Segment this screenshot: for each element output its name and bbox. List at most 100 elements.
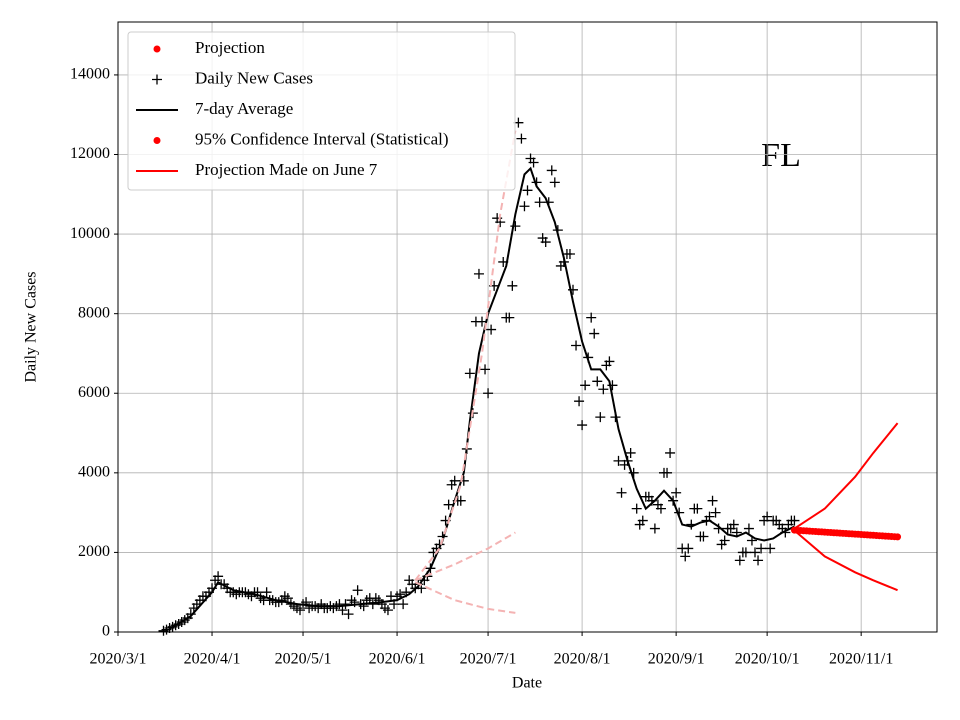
data-point bbox=[631, 503, 642, 514]
y-axis-label: Daily New Cases bbox=[23, 271, 40, 382]
data-point bbox=[395, 589, 406, 600]
data-point bbox=[616, 487, 627, 498]
data-point bbox=[516, 133, 527, 144]
data-point bbox=[486, 324, 497, 335]
x-tick-label: 2020/3/1 bbox=[90, 651, 147, 668]
x-tick-label: 2020/4/1 bbox=[184, 651, 241, 668]
data-point bbox=[595, 412, 606, 423]
data-point bbox=[549, 177, 560, 188]
y-tick-label: 14000 bbox=[70, 66, 110, 83]
plot-frame bbox=[117, 21, 938, 633]
y-tick-label: 6000 bbox=[78, 384, 110, 401]
data-point bbox=[665, 447, 676, 458]
x-axis-label: Date bbox=[512, 675, 542, 692]
legend-label: Daily New Cases bbox=[195, 68, 313, 87]
data-point bbox=[580, 380, 591, 391]
data-point bbox=[340, 599, 351, 610]
legend-marker bbox=[153, 45, 161, 53]
x-tick-label: 2020/5/1 bbox=[275, 651, 332, 668]
series-line bbox=[169, 166, 795, 630]
data-point bbox=[398, 599, 409, 610]
data-point bbox=[483, 388, 494, 399]
data-point bbox=[743, 523, 754, 534]
data-point bbox=[707, 495, 718, 506]
x-tick-label: 2020/9/1 bbox=[648, 651, 705, 668]
data-point bbox=[534, 197, 545, 208]
data-point bbox=[449, 475, 460, 486]
data-point bbox=[507, 280, 518, 291]
data-point bbox=[592, 376, 603, 387]
data-point bbox=[692, 503, 703, 514]
data-point bbox=[728, 519, 739, 530]
data-point bbox=[358, 601, 369, 612]
data-point bbox=[464, 368, 475, 379]
data-point bbox=[756, 543, 767, 554]
data-point bbox=[528, 157, 539, 168]
series-line bbox=[793, 422, 899, 530]
y-tick-label: 8000 bbox=[78, 304, 110, 321]
data-point bbox=[577, 420, 588, 431]
june-projection-line bbox=[414, 531, 516, 582]
x-tick-label: 2020/7/1 bbox=[460, 651, 517, 668]
y-tick-label: 10000 bbox=[70, 225, 110, 242]
data-point bbox=[343, 609, 354, 620]
data-point bbox=[598, 384, 609, 395]
data-point bbox=[589, 328, 600, 339]
legend-marker bbox=[153, 137, 161, 144]
x-tick-label: 2020/10/1 bbox=[735, 651, 800, 668]
data-point bbox=[540, 237, 551, 248]
data-point bbox=[213, 571, 224, 582]
data-point bbox=[613, 455, 624, 466]
legend-label: Projection Made on June 7 bbox=[195, 160, 378, 179]
june-projection-line bbox=[414, 581, 516, 614]
data-point bbox=[295, 605, 305, 616]
y-tick-label: 2000 bbox=[78, 543, 110, 560]
data-point bbox=[574, 396, 585, 407]
data-point bbox=[546, 165, 557, 176]
data-point bbox=[734, 555, 745, 566]
y-tick-label: 0 bbox=[102, 623, 110, 640]
data-point bbox=[443, 499, 454, 510]
legend-marker bbox=[152, 74, 162, 85]
y-tick-label: 4000 bbox=[78, 464, 110, 481]
series-line bbox=[793, 529, 898, 592]
data-point bbox=[765, 543, 776, 554]
data-point bbox=[586, 312, 597, 323]
data-point bbox=[710, 507, 721, 518]
projection-point bbox=[894, 533, 902, 541]
x-tick-label: 2020/6/1 bbox=[369, 651, 426, 668]
data-point bbox=[719, 535, 730, 546]
data-point bbox=[382, 605, 393, 616]
data-point bbox=[607, 380, 618, 391]
data-point bbox=[637, 515, 648, 526]
data-point bbox=[261, 587, 272, 598]
data-point bbox=[564, 248, 575, 259]
data-point bbox=[740, 547, 751, 558]
legend-label: Projection bbox=[195, 38, 265, 57]
data-point bbox=[519, 201, 530, 212]
data-point bbox=[750, 547, 760, 558]
data-point bbox=[753, 555, 764, 566]
data-point bbox=[628, 467, 639, 478]
data-point bbox=[789, 515, 800, 526]
y-tick-label: 12000 bbox=[70, 145, 110, 162]
data-point bbox=[649, 523, 660, 534]
data-point bbox=[571, 340, 582, 351]
june-projection-line bbox=[414, 130, 517, 581]
data-point bbox=[625, 447, 636, 458]
data-point bbox=[480, 364, 491, 375]
x-tick-label: 2020/8/1 bbox=[554, 651, 611, 668]
data-point bbox=[455, 495, 466, 506]
data-point bbox=[680, 551, 691, 562]
x-tick-label: 2020/11/1 bbox=[829, 651, 893, 668]
legend-label: 7-day Average bbox=[195, 99, 293, 118]
data-point bbox=[352, 585, 363, 596]
data-point bbox=[510, 221, 521, 232]
data-point bbox=[504, 312, 515, 323]
data-point bbox=[671, 487, 682, 498]
data-point bbox=[604, 356, 615, 367]
data-point bbox=[762, 511, 773, 522]
data-point bbox=[662, 467, 673, 478]
legend-label: 95% Confidence Interval (Statistical) bbox=[195, 129, 449, 148]
